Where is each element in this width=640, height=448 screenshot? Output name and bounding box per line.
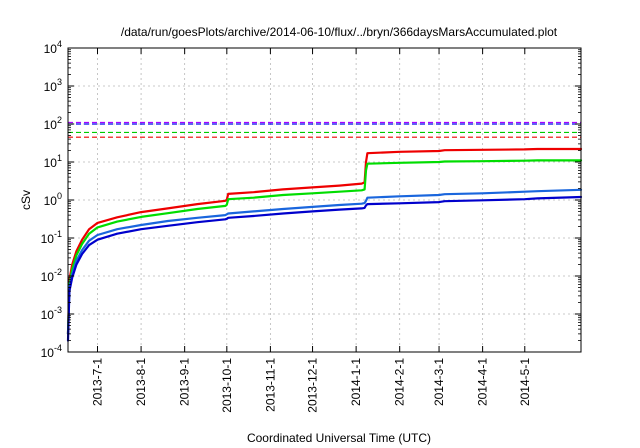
x-tick-label: 2014-3-1 [432, 358, 446, 406]
x-tick-label: 2013-7-1 [91, 358, 105, 406]
y-tick-base: 10 [41, 308, 55, 322]
y-tick-exponent: -1 [54, 229, 62, 239]
series-line [66, 147, 583, 335]
series-line [66, 195, 583, 342]
x-tick-label: 2014-2-1 [393, 358, 407, 406]
y-tick-label: 102 [44, 115, 62, 132]
y-tick-label: 10-2 [41, 267, 62, 284]
y-tick-base: 10 [44, 156, 58, 170]
y-tick-exponent: 2 [57, 115, 62, 125]
x-tick-label: 2013-10-1 [220, 358, 234, 413]
y-tick-label: 104 [44, 39, 62, 56]
x-tick-label: 2013-11-1 [263, 358, 277, 412]
series-line [66, 159, 583, 335]
y-tick-label: 10-1 [41, 229, 62, 246]
y-tick-label: 101 [44, 153, 62, 170]
y-tick-exponent: -4 [54, 343, 62, 353]
series-line [66, 188, 583, 335]
series-group [66, 147, 583, 342]
x-tick-group: 2013-7-1 2013-8-1 2013-9-1 2013-10-1 2013-11… [91, 48, 532, 413]
y-tick-exponent: 4 [57, 39, 62, 49]
y-tick-base: 10 [41, 270, 55, 284]
y-tick-label: 100 [44, 191, 62, 208]
y-tick-base: 10 [41, 346, 55, 360]
x-tick-label: 2014-5-1 [518, 358, 532, 406]
y-tick-exponent: -2 [54, 267, 62, 277]
x-axis-label: Coordinated Universal Time (UTC) [247, 431, 431, 445]
y-tick-label: 10-3 [41, 305, 62, 322]
x-tick-label: 2014-4-1 [476, 358, 490, 406]
chart-title: /data/run/goesPlots/archive/2014-06-10/f… [121, 25, 558, 39]
x-tick-label: 2013-9-1 [178, 358, 192, 406]
y-tick-base: 10 [44, 118, 58, 132]
y-tick-exponent: 3 [57, 77, 62, 87]
reference-lines [68, 121, 581, 138]
y-tick-base: 10 [44, 42, 58, 56]
y-tick-exponent: 1 [57, 153, 62, 163]
y-tick-base: 10 [44, 80, 58, 94]
x-tick-label: 2013-8-1 [134, 358, 148, 406]
y-tick-label: 103 [44, 77, 62, 94]
y-tick-base: 10 [44, 194, 58, 208]
y-tick-exponent: -3 [54, 305, 62, 315]
y-tick-exponent: 0 [57, 191, 62, 201]
x-tick-label: 2013-12-1 [306, 358, 320, 413]
x-tick-label: 2014-1-1 [349, 358, 363, 406]
y-tick-label: 10-4 [41, 343, 62, 360]
y-tick-base: 10 [41, 232, 55, 246]
plot-frame [67, 47, 582, 353]
y-axis-label: cSv [19, 190, 33, 210]
